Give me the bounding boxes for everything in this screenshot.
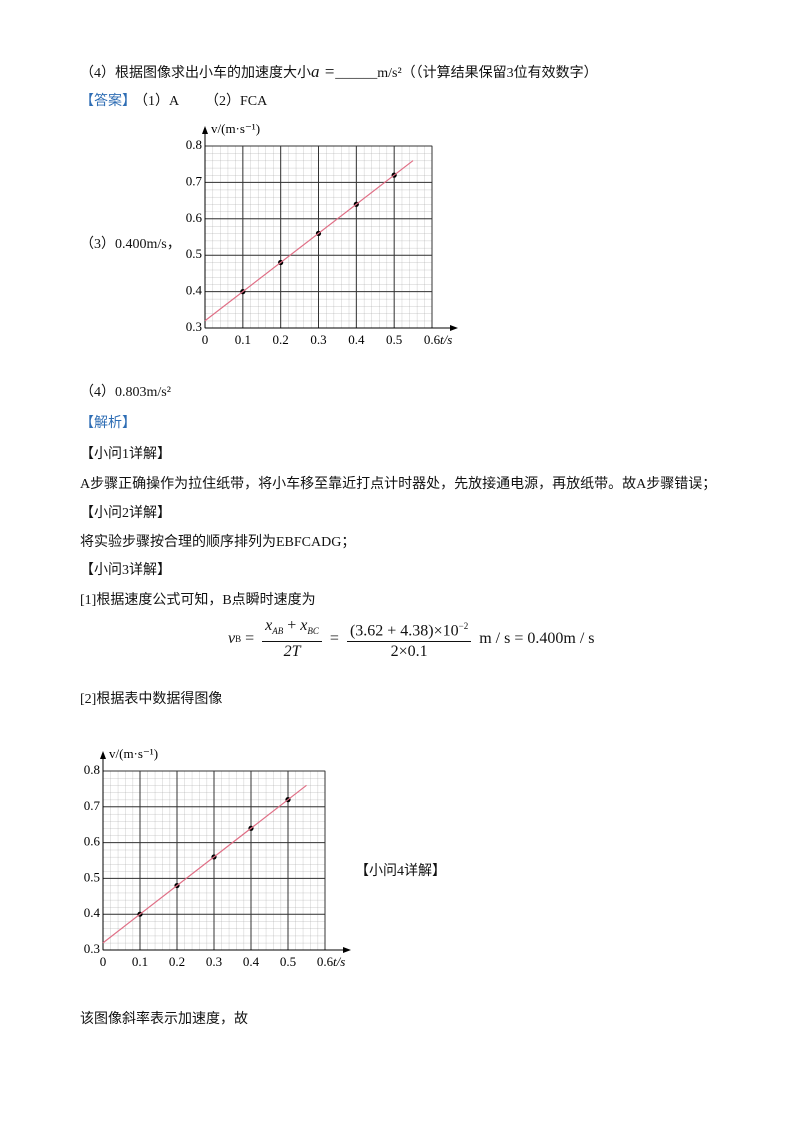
y-tick-label: 0.8 bbox=[186, 137, 202, 152]
x-tick-label: 0.5 bbox=[280, 954, 296, 969]
q4-var: a = bbox=[311, 62, 336, 81]
x-tick-label: 0.4 bbox=[348, 332, 365, 347]
chart: 0 0.1 0.2 0.3 0.4 0.5 0.6 0.3 0.4 0.5 0.6 0.7 0.8 t/s… bbox=[84, 746, 351, 969]
x-axis-arrow bbox=[343, 947, 351, 953]
formula-v: v bbox=[228, 630, 236, 648]
formula-eq: = bbox=[329, 630, 339, 648]
y-axis-label: v/(m·s⁻¹) bbox=[109, 746, 158, 761]
y-tick-label: 0.8 bbox=[84, 762, 100, 777]
formula-sub: BC bbox=[307, 626, 319, 637]
fraction: (3.62 + 4.38)×10−2 2×0.1 bbox=[346, 616, 472, 662]
y-tick-label: 0.3 bbox=[84, 941, 100, 956]
x-tick-label: 0.1 bbox=[132, 954, 148, 969]
y-tick-label: 0.4 bbox=[84, 905, 101, 920]
paragraph: 将实验步骤按合理的顺序排列为EBFCADG； bbox=[80, 535, 356, 550]
q4-tail: ______m/s²（（计算结果保留3位有效数字） bbox=[335, 66, 598, 81]
formula-x: x bbox=[265, 617, 273, 635]
chart: 0 0.1 0.2 0.3 0.4 0.5 0.6 0.3 0.4 0.5 0.6 0.7 0.8 t/s… bbox=[186, 121, 458, 347]
paragraph: A步骤正确操作为拉住纸带，将小车移至靠近打点计时器处，先放接通电源，再放纸带。故… bbox=[80, 477, 717, 492]
x-tick-label: 0.1 bbox=[235, 332, 251, 347]
formula-eq: = bbox=[245, 630, 255, 648]
x-tick-label: 0.6 bbox=[317, 954, 334, 969]
formula-den: 2×0.1 bbox=[390, 643, 428, 661]
x-tick-label: 0 bbox=[202, 332, 209, 347]
question-4: （4）根据图像求出小车的加速度大小a =______m/s²（（计算结果保留3位… bbox=[80, 63, 598, 83]
formula-sub: AB bbox=[272, 626, 284, 637]
y-tick-label: 0.5 bbox=[186, 246, 202, 261]
section-title: 【小问4详解】 bbox=[355, 864, 446, 879]
formula-num: (3.62 + 4.38)×10 bbox=[349, 622, 459, 640]
x-tick-label: 0.5 bbox=[386, 332, 402, 347]
formula-plus: + bbox=[287, 617, 297, 635]
y-axis-label: v/(m·s⁻¹) bbox=[211, 121, 260, 136]
x-tick-label: 0 bbox=[100, 954, 107, 969]
y-tick-label: 0.3 bbox=[186, 319, 202, 334]
x-tick-label: 0.3 bbox=[310, 332, 326, 347]
y-tick-label: 0.5 bbox=[84, 869, 100, 884]
y-tick-label: 0.7 bbox=[186, 173, 203, 188]
x-axis-label: t/s bbox=[440, 332, 452, 347]
fit-line bbox=[204, 160, 414, 322]
y-tick-label: 0.4 bbox=[186, 283, 203, 298]
x-tick-label: 0.2 bbox=[273, 332, 289, 347]
formula-tail: m / s = 0.400m / s bbox=[479, 630, 595, 648]
paragraph: [2]根据表中数据得图像 bbox=[80, 692, 223, 707]
paragraph: [1]根据速度公式可知，B点瞬时速度为 bbox=[80, 593, 316, 608]
y-tick-label: 0.6 bbox=[84, 834, 101, 849]
y-tick-label: 0.6 bbox=[186, 210, 203, 225]
answer-1: （1）A bbox=[134, 94, 180, 109]
x-tick-label: 0.6 bbox=[424, 332, 441, 347]
formula-sub: B bbox=[235, 634, 242, 645]
y-axis-arrow bbox=[100, 751, 106, 759]
section-title: 【小问2详解】 bbox=[80, 506, 171, 521]
analysis-label: 【解析】 bbox=[80, 416, 136, 431]
fraction: xAB + xBC 2T bbox=[262, 616, 322, 662]
x-tick-label: 0.3 bbox=[206, 954, 222, 969]
y-axis-arrow bbox=[202, 126, 208, 134]
section-title: 【小问1详解】 bbox=[80, 447, 171, 462]
formula-x: x bbox=[300, 617, 308, 635]
answer-label: 【答案】 bbox=[80, 94, 136, 109]
answer-3: （3）0.400m/s， bbox=[80, 237, 181, 252]
fit-line bbox=[102, 784, 307, 944]
x-axis-arrow bbox=[450, 325, 458, 331]
y-tick-label: 0.7 bbox=[84, 798, 101, 813]
x-axis-label: t/s bbox=[333, 954, 345, 969]
formula-exp: −2 bbox=[458, 621, 469, 631]
paragraph: 该图像斜率表示加速度，故 bbox=[80, 1012, 248, 1027]
section-title: 【小问3详解】 bbox=[80, 563, 171, 578]
x-tick-label: 0.4 bbox=[243, 954, 260, 969]
q4-text: （4）根据图像求出小车的加速度大小 bbox=[80, 66, 311, 81]
answer-2: （2）FCA bbox=[205, 94, 268, 109]
formula-den: 2T bbox=[283, 643, 301, 661]
x-tick-label: 0.2 bbox=[169, 954, 185, 969]
answer-4: （4）0.803m/s² bbox=[80, 385, 171, 400]
